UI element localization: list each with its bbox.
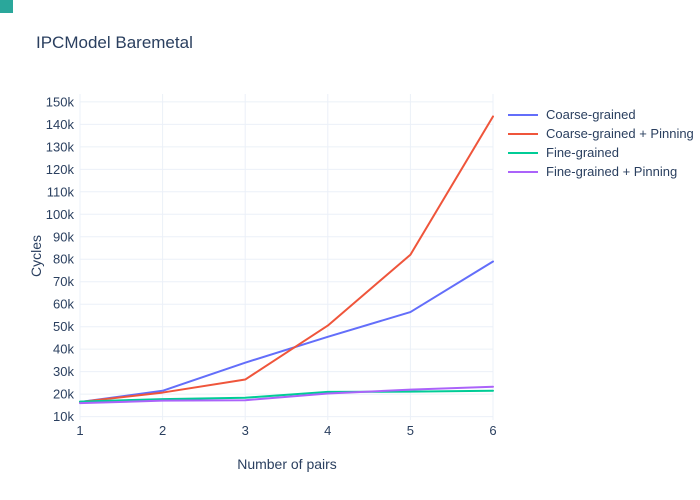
- legend-label: Coarse-grained: [546, 107, 636, 122]
- legend: Coarse-grained Coarse-grained + Pinning Fi…: [508, 105, 694, 181]
- y-tick-label: 120k: [46, 162, 75, 177]
- legend-line-swatch: [508, 113, 538, 116]
- legend-line-swatch: [508, 151, 538, 154]
- y-tick-label: 70k: [53, 274, 74, 289]
- y-tick-label: 30k: [53, 364, 74, 379]
- legend-label: Fine-grained: [546, 145, 619, 160]
- legend-label: Fine-grained + Pinning: [546, 164, 678, 179]
- series-line-coarse-grained: [79, 260, 494, 404]
- y-tick-label: 50k: [53, 319, 74, 334]
- x-tick-label: 6: [489, 423, 496, 438]
- y-tick-label: 100k: [46, 207, 75, 222]
- legend-line-swatch: [508, 132, 538, 135]
- x-tick-label: 2: [159, 423, 166, 438]
- y-tick-label: 20k: [53, 387, 74, 402]
- y-tick-label: 130k: [46, 139, 75, 154]
- legend-item-fine-grained[interactable]: Fine-grained: [508, 143, 694, 162]
- x-tick-label: 4: [324, 423, 331, 438]
- series-line-fine-grained-pinning: [79, 385, 494, 405]
- x-tick-label: 1: [76, 423, 83, 438]
- legend-line-swatch: [508, 170, 538, 173]
- y-tick-label: 80k: [53, 252, 74, 267]
- x-tick-label: 3: [242, 423, 249, 438]
- y-tick-label: 150k: [46, 94, 75, 109]
- x-axis-title: Number of pairs: [237, 456, 337, 472]
- y-tick-label: 90k: [53, 229, 74, 244]
- legend-item-fine-grained-pinning[interactable]: Fine-grained + Pinning: [508, 162, 694, 181]
- y-tick-label: 60k: [53, 297, 74, 312]
- legend-item-coarse-grained[interactable]: Coarse-grained: [508, 105, 694, 124]
- y-tick-label: 110k: [47, 184, 75, 199]
- y-tick-label: 40k: [53, 342, 74, 357]
- series-line-coarse-grained-pinning: [79, 115, 494, 404]
- y-axis-title: Cycles: [28, 235, 44, 278]
- legend-item-coarse-grained-pinning[interactable]: Coarse-grained + Pinning: [508, 124, 694, 143]
- legend-label: Coarse-grained + Pinning: [546, 126, 694, 141]
- x-tick-label: 5: [407, 423, 414, 438]
- series-line-fine-grained: [79, 389, 494, 403]
- y-tick-label: 10k: [53, 409, 74, 424]
- corner-marker: [0, 0, 13, 13]
- chart-title: IPCModel Baremetal: [36, 33, 193, 52]
- y-tick-label: 140k: [46, 117, 75, 132]
